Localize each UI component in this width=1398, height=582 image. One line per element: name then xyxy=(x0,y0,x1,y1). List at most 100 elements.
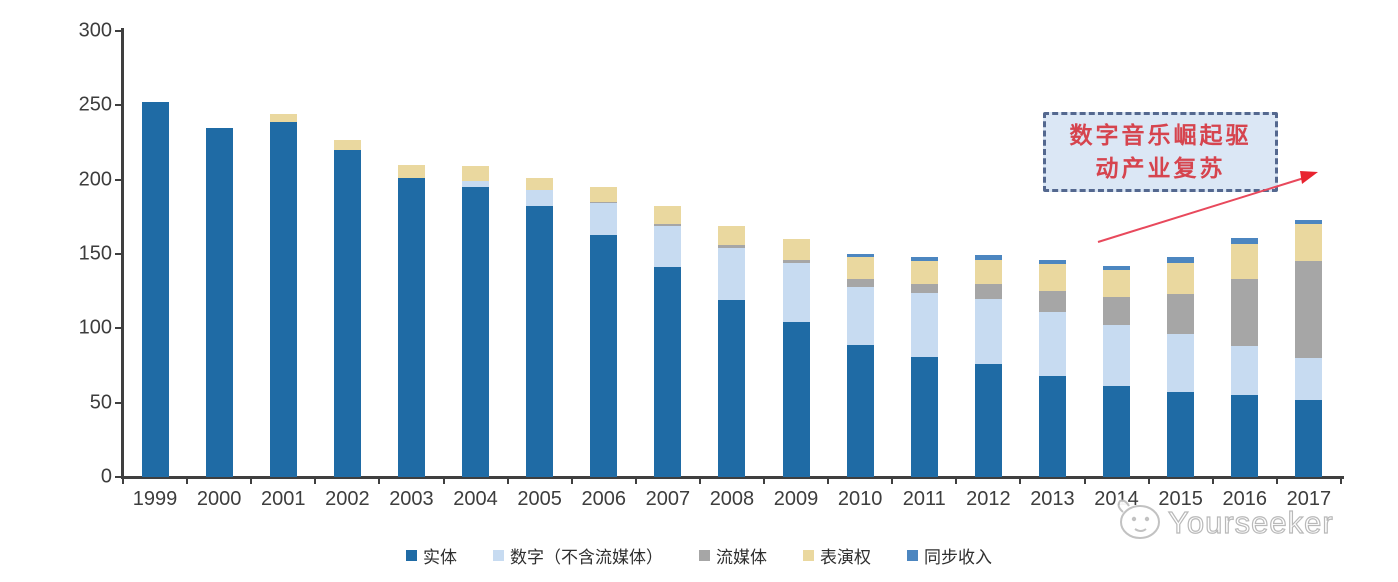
x-category-label: 2000 xyxy=(196,488,242,510)
watermark: Yourseeker xyxy=(1117,499,1334,541)
bar-segment-数字（不含流媒体） xyxy=(1103,325,1131,387)
y-tick-mark xyxy=(115,30,122,32)
bar-segment-表演权 xyxy=(462,166,490,182)
bar-segment-表演权 xyxy=(1231,243,1259,280)
y-tick-label: 300 xyxy=(78,19,112,42)
bar-segment-实体 xyxy=(269,121,297,477)
bar-segment-表演权 xyxy=(718,225,746,246)
y-tick-mark xyxy=(115,401,122,404)
x-category-label: 2012 xyxy=(966,488,1011,510)
legend-label: 实体 xyxy=(423,548,457,567)
bar-segment-实体 xyxy=(782,322,810,477)
legend-item: 同步收入 xyxy=(907,543,992,568)
x-tick-mark xyxy=(1211,477,1214,484)
x-category-label: 2007 xyxy=(645,488,691,510)
bar-segment-实体 xyxy=(718,300,746,477)
bar-segment-同步收入 xyxy=(846,254,874,257)
bar-segment-同步收入 xyxy=(1295,219,1323,225)
legend-swatch-icon xyxy=(699,550,710,561)
bar-segment-表演权 xyxy=(333,139,361,150)
bar-segment-表演权 xyxy=(397,164,425,179)
bar-segment-表演权 xyxy=(1038,264,1066,292)
bar-segment-数字（不含流媒体） xyxy=(846,286,874,345)
bar-segment-表演权 xyxy=(1103,270,1131,298)
y-tick-label: 250 xyxy=(78,93,112,116)
legend-swatch-icon xyxy=(907,550,918,561)
x-tick-mark xyxy=(763,477,765,484)
y-tick-mark xyxy=(115,327,122,330)
bar-segment-流媒体 xyxy=(1231,279,1259,347)
x-tick-mark xyxy=(1019,477,1022,484)
x-category-label: 2006 xyxy=(581,488,627,510)
x-tick-mark xyxy=(1339,477,1342,484)
bar-segment-数字（不含流媒体） xyxy=(1167,334,1195,393)
bar-segment-表演权 xyxy=(782,239,810,260)
legend-label: 数字（不含流媒体） xyxy=(510,548,663,567)
legend-label: 流媒体 xyxy=(716,548,767,567)
x-category-label: 2004 xyxy=(453,488,498,510)
bar-segment-流媒体 xyxy=(782,259,810,263)
bar-segment-表演权 xyxy=(1167,262,1195,295)
x-category-label: 2005 xyxy=(517,488,562,510)
watermark-logo-icon xyxy=(1117,499,1160,539)
bar-segment-流媒体 xyxy=(590,201,618,204)
y-tick-mark xyxy=(115,178,122,181)
bar-segment-同步收入 xyxy=(1231,237,1259,244)
watermark-text: Yourseeker xyxy=(1168,505,1334,540)
x-tick-mark xyxy=(698,477,701,484)
y-tick-label: 150 xyxy=(78,242,112,265)
bar-segment-数字（不含流媒体） xyxy=(654,225,682,268)
legend-label: 表演权 xyxy=(820,548,871,567)
bar-segment-流媒体 xyxy=(1295,261,1323,359)
bar-segment-同步收入 xyxy=(1038,259,1066,265)
bar-segment-表演权 xyxy=(269,114,297,122)
bar-segment-流媒体 xyxy=(654,224,682,226)
legend-item: 实体 xyxy=(406,543,457,568)
bar-segment-数字（不含流媒体） xyxy=(782,262,810,323)
bar-segment-表演权 xyxy=(654,206,682,225)
x-category-label: 2011 xyxy=(902,488,946,510)
bar-segment-实体 xyxy=(846,344,874,477)
x-tick-mark xyxy=(1147,477,1150,484)
bar-segment-实体 xyxy=(462,187,490,477)
x-category-label: 2016 xyxy=(1222,488,1268,510)
x-category-label: 2015 xyxy=(1158,488,1203,510)
x-tick-mark xyxy=(827,477,830,484)
legend-swatch-icon xyxy=(406,550,417,561)
y-tick-label: 200 xyxy=(78,168,112,191)
bar-segment-数字（不含流媒体） xyxy=(974,298,1002,364)
x-category-label: 1999 xyxy=(132,488,178,510)
legend-swatch-icon xyxy=(803,550,814,561)
x-tick-mark xyxy=(1083,477,1086,484)
x-category-label: 2008 xyxy=(709,488,755,510)
bar-segment-同步收入 xyxy=(974,255,1002,260)
legend-swatch-icon xyxy=(493,550,504,561)
annotation-line-2: 动产业复苏 xyxy=(1095,156,1226,181)
bar-segment-同步收入 xyxy=(910,256,938,262)
bar-segment-数字（不含流媒体） xyxy=(910,292,938,357)
bar-segment-流媒体 xyxy=(846,279,874,287)
x-tick-mark xyxy=(378,477,381,484)
bar-segment-数字（不含流媒体） xyxy=(718,248,746,301)
bar-segment-流媒体 xyxy=(718,245,746,249)
bar-segment-流媒体 xyxy=(1038,291,1066,312)
legend-item: 表演权 xyxy=(803,543,871,568)
x-tick-mark xyxy=(442,477,445,484)
annotation-line-1: 数字音乐崛起驱 xyxy=(1069,123,1252,148)
bar-segment-表演权 xyxy=(974,259,1002,284)
bar-segment-数字（不含流媒体） xyxy=(1295,358,1323,400)
y-axis-line xyxy=(121,28,124,478)
bar-segment-实体 xyxy=(333,149,361,477)
bar-segment-表演权 xyxy=(590,187,618,202)
x-category-label: 2001 xyxy=(261,488,306,510)
bar-segment-同步收入 xyxy=(1103,265,1131,271)
bar-segment-实体 xyxy=(1038,375,1066,477)
bar-segment-实体 xyxy=(1231,395,1259,477)
x-tick-mark xyxy=(891,477,894,484)
bar-segment-流媒体 xyxy=(1167,294,1195,335)
x-tick-mark xyxy=(314,477,317,484)
bar-segment-数字（不含流媒体） xyxy=(526,190,554,207)
x-tick-mark xyxy=(1275,477,1278,484)
bar-segment-数字（不含流媒体） xyxy=(1231,346,1259,396)
y-tick-label: 100 xyxy=(78,316,112,339)
